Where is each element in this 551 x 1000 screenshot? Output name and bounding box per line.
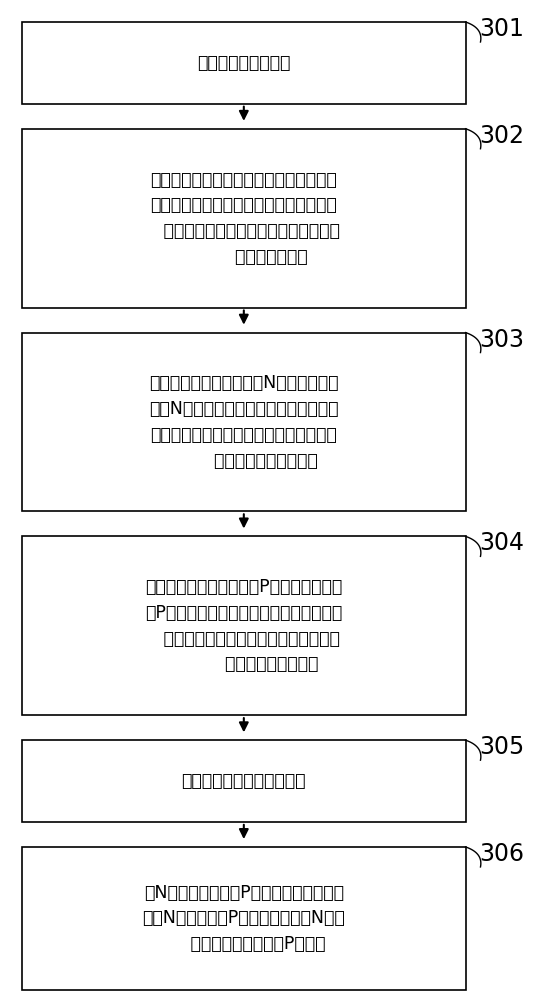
Bar xyxy=(22,333,466,511)
Bar xyxy=(22,536,466,715)
Bar xyxy=(22,129,466,308)
Text: 304: 304 xyxy=(479,531,525,555)
Text: 302: 302 xyxy=(479,124,525,148)
Text: 在衬底上形成缓冲层: 在衬底上形成缓冲层 xyxy=(197,54,290,72)
Bar xyxy=(22,847,466,990)
Text: 在未掺杂氮化镓层上形成N型半导体层，
并在N型半导体层的形成过程中，生长氮
化镓层，并采用化学溶液腐蚀氮化镓层的
        表面，形成第一高阻层: 在未掺杂氮化镓层上形成N型半导体层， 并在N型半导体层的形成过程中，生长氮 化镓… xyxy=(149,374,338,470)
Text: 305: 305 xyxy=(479,735,525,759)
Bar xyxy=(22,740,466,822)
Text: 306: 306 xyxy=(479,842,525,866)
Text: 301: 301 xyxy=(479,17,524,41)
Text: 在缓冲层上生长未掺杂氮化镓层，并在未
掺杂氮化镓层的形成过程中，生长氮化镓
   层，并采用化学溶液腐蚀氮化镓层的表
          面，形成改善层: 在缓冲层上生长未掺杂氮化镓层，并在未 掺杂氮化镓层的形成过程中，生长氮化镓 层，… xyxy=(147,171,341,266)
Text: 303: 303 xyxy=(479,328,525,352)
Text: 在凹槽的内壁上形成有源层: 在凹槽的内壁上形成有源层 xyxy=(182,772,306,790)
Text: 在未掺杂氮化镓层上形成P型半导体层，并
在P型半导体层的形成过程中，生长氮化镓
   层，并采用化学溶液腐蚀氮化镓层的表
          面，形成第二高阻层: 在未掺杂氮化镓层上形成P型半导体层，并 在P型半导体层的形成过程中，生长氮化镓 … xyxy=(145,578,342,673)
Text: 在N型半导体层背向P型半导体层的表面上
设置N型电极，在P型半导体层背向N型半
     导体层的表面上设置P型电极: 在N型半导体层背向P型半导体层的表面上 设置N型电极，在P型半导体层背向N型半 … xyxy=(143,884,345,953)
Bar xyxy=(22,22,466,104)
